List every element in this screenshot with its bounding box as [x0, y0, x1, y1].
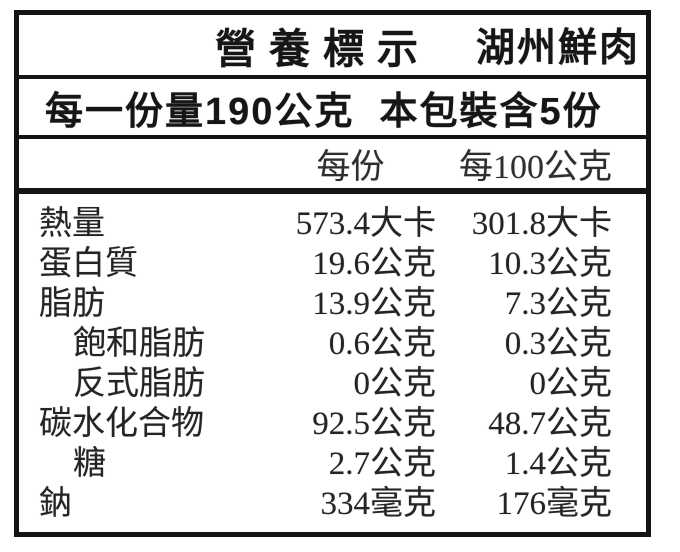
table-row-trans-fat: 反式脂肪 0公克 0公克 [19, 360, 646, 402]
nutrient-label: 脂肪 [39, 286, 105, 322]
nutrient-per-serving-value: 0公克 [353, 366, 437, 402]
nutrient-label: 飽和脂肪 [73, 326, 205, 362]
nutrient-per-100g-value: 1.4公克 [504, 446, 612, 482]
column-header-row: 每份 每100公克 [19, 139, 646, 194]
nutrient-per-100g-value: 48.7公克 [488, 406, 612, 442]
nutrient-per-serving-value: 19.6公克 [312, 246, 436, 282]
product-name: 湖州鮮肉 [475, 27, 640, 70]
column-header-per-100g: 每100公克 [459, 149, 612, 186]
serving-info-row: 每一份量190公克 本包裝含5份 [19, 79, 646, 139]
nutrient-per-100g-value: 0公克 [529, 366, 613, 402]
table-row-fat: 脂肪 13.9公克 7.3公克 [19, 280, 646, 322]
nutrient-per-100g-value: 301.8大卡 [471, 206, 612, 242]
nutrient-per-serving-value: 92.5公克 [312, 406, 436, 442]
nutrient-label: 熱量 [39, 206, 105, 242]
nutrient-label: 碳水化合物 [39, 406, 204, 442]
nutrient-label: 鈉 [39, 486, 72, 522]
nutrient-per-serving-value: 2.7公克 [328, 446, 436, 482]
table-row-saturated-fat: 飽和脂肪 0.6公克 0.3公克 [19, 320, 646, 362]
nutrient-per-serving-value: 334毫克 [320, 486, 437, 522]
nutrition-label-title: 營養標示 [215, 26, 431, 72]
nutrient-per-100g-value: 0.3公克 [504, 326, 612, 362]
nutrient-per-100g-value: 10.3公克 [488, 246, 612, 282]
title-row: 營養標示 湖州鮮肉 [19, 15, 646, 79]
nutrient-label: 糖 [73, 446, 106, 482]
table-row-calories: 熱量 573.4大卡 301.8大卡 [19, 200, 646, 242]
serving-info-text: 每一份量190公克 本包裝含5份 [45, 90, 603, 133]
table-row-carbohydrate: 碳水化合物 92.5公克 48.7公克 [19, 400, 646, 442]
nutrient-table-body: 熱量 573.4大卡 301.8大卡 蛋白質 19.6公克 10.3公克 脂肪 … [19, 194, 646, 532]
nutrition-label-box: 營養標示 湖州鮮肉 每一份量190公克 本包裝含5份 每份 每100公克 熱量 … [14, 10, 651, 537]
table-row-protein: 蛋白質 19.6公克 10.3公克 [19, 240, 646, 282]
column-header-per-serving: 每份 [316, 149, 385, 186]
nutrient-per-serving-value: 0.6公克 [328, 326, 436, 362]
table-row-sugar: 糖 2.7公克 1.4公克 [19, 440, 646, 482]
nutrient-per-serving-value: 13.9公克 [312, 286, 436, 322]
table-row-sodium: 鈉 334毫克 176毫克 [19, 480, 646, 522]
nutrient-per-serving-value: 573.4大卡 [295, 206, 436, 242]
nutrient-label: 蛋白質 [39, 246, 138, 282]
nutrient-per-100g-value: 7.3公克 [504, 286, 612, 322]
nutrient-label: 反式脂肪 [73, 366, 205, 402]
nutrient-per-100g-value: 176毫克 [496, 486, 613, 522]
